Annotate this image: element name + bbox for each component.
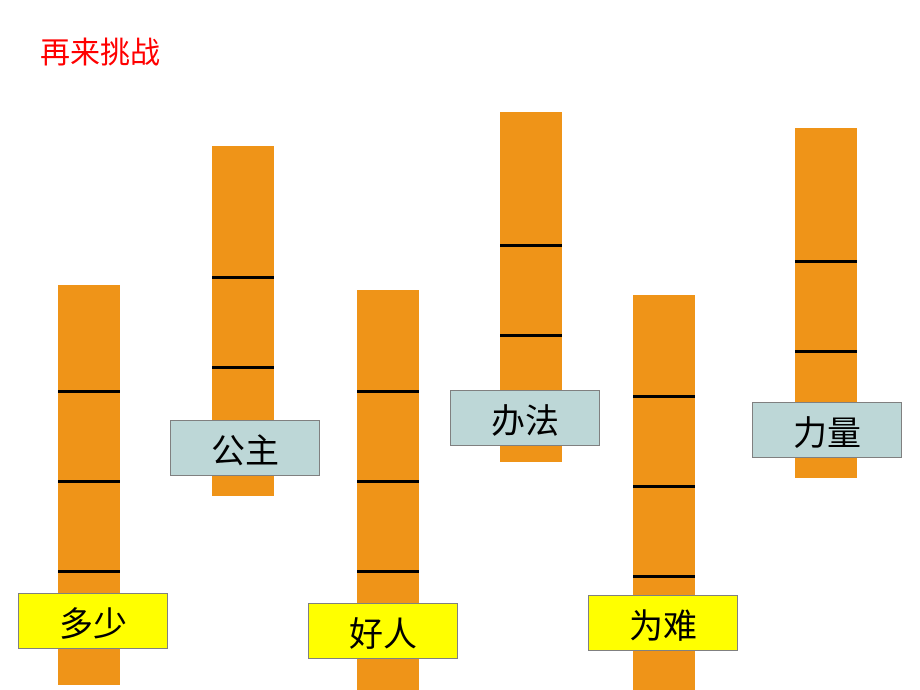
bar-2-seg-1 — [212, 276, 274, 279]
bar-3-seg-3 — [357, 570, 419, 573]
label-banfa: 办法 — [450, 390, 600, 446]
bar-5-seg-3 — [633, 575, 695, 578]
bar-6-seg-2 — [795, 350, 857, 353]
label-gongzhu: 公主 — [170, 420, 320, 476]
diagram-stage: 再来挑战多少 公主好人 办法为难 力量 — [0, 0, 920, 690]
title: 再来挑战 — [40, 28, 160, 72]
bar-4-seg-2 — [500, 334, 562, 337]
bar-2-seg-2 — [212, 366, 274, 369]
bar-4-seg-1 — [500, 244, 562, 247]
bar-1-seg-3 — [58, 570, 120, 573]
bar-1-seg-2 — [58, 480, 120, 483]
bar-3-seg-2 — [357, 480, 419, 483]
label-liliang: 力量 — [752, 402, 902, 458]
bar-1-seg-1 — [58, 390, 120, 393]
bar-5-seg-2 — [633, 485, 695, 488]
bar-6-seg-1 — [795, 260, 857, 263]
label-duoshao: 多少 — [18, 593, 168, 649]
label-haoren: 好人 — [308, 603, 458, 659]
bar-5-seg-1 — [633, 395, 695, 398]
label-weinan: 为难 — [588, 595, 738, 651]
bar-3-seg-1 — [357, 390, 419, 393]
